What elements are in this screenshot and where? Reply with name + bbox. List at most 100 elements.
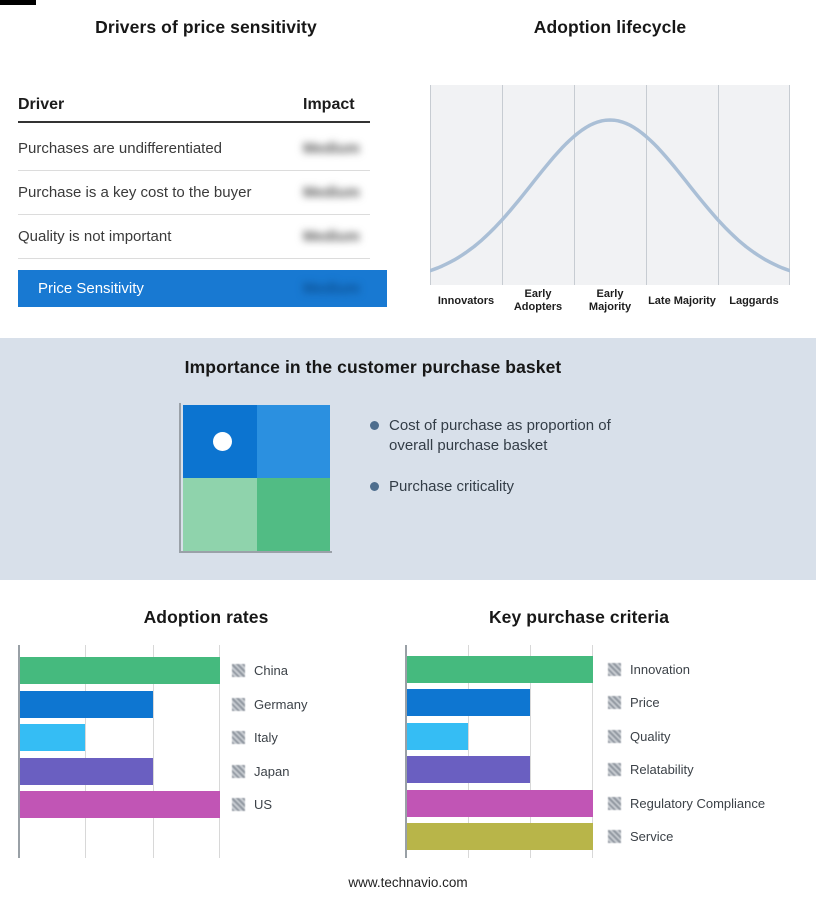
quadrant-cell-bottom-left — [183, 478, 257, 551]
bullet-item: Purchase criticality — [370, 477, 638, 497]
key-purchase-criteria-title: Key purchase criteria — [488, 607, 670, 627]
gridline — [430, 85, 431, 285]
legend-item-us: US — [232, 797, 272, 813]
driver-cell: Purchases are undifferentiated — [18, 140, 223, 157]
column-header-impact: Impact — [303, 96, 355, 113]
bar-italy — [20, 724, 85, 751]
gridline — [718, 85, 719, 285]
bar-germany — [20, 690, 153, 718]
legend-item-quality: Quality — [608, 728, 670, 744]
adoption-rates-legend: China Germany Italy Japan US — [232, 645, 397, 858]
adoption-rates-title: Adoption rates — [143, 607, 269, 627]
driver-cell: Purchase is a key cost to the buyer — [18, 184, 252, 201]
quadrant-position-marker — [213, 432, 232, 451]
table-row: Purchase is a key cost to the buyer Mediu… — [18, 171, 370, 215]
table-row: Quality is not important Medium — [18, 215, 370, 259]
legend-item-regulatory-compliance: Regulatory Compliance — [608, 795, 765, 811]
bar-price — [407, 689, 530, 717]
summary-impact-value-redacted: Medium — [303, 280, 360, 297]
driver-cell: Quality is not important — [18, 228, 172, 245]
legend-label: Quality — [630, 728, 671, 744]
legend-label: Price — [630, 695, 660, 711]
legend-swatch-redacted — [608, 696, 621, 710]
quadrant-x-axis — [179, 551, 332, 553]
stage-label-early-adopters: Early Adopters — [513, 288, 563, 313]
lifecycle-chart-panel — [430, 85, 790, 285]
gridline — [530, 645, 531, 858]
website-footer: www.technavio.com — [348, 875, 468, 890]
bar-innovation — [407, 656, 593, 683]
legend-label: Service — [630, 829, 674, 844]
legend-swatch-redacted — [232, 664, 245, 677]
impact-value-redacted: Medium — [303, 184, 360, 201]
legend-item-relatability: Relatability — [608, 762, 694, 778]
table-header-rule — [18, 121, 370, 123]
gridline — [574, 85, 575, 285]
bullet-icon — [370, 481, 379, 491]
table-row: Purchases are undifferentiated Medium — [18, 127, 370, 171]
key-purchase-criteria-chart — [405, 645, 593, 858]
legend-item-price: Price — [608, 695, 660, 711]
purchase-basket-quadrant — [183, 405, 330, 551]
legend-swatch-redacted — [608, 663, 621, 676]
gridline — [85, 645, 86, 858]
impact-value-redacted: Medium — [303, 228, 360, 245]
legend-swatch-redacted — [608, 763, 621, 777]
gridline — [789, 85, 790, 285]
summary-label: Price Sensitivity — [38, 280, 144, 297]
legend-label: US — [254, 797, 273, 812]
column-header-driver: Driver — [18, 96, 65, 113]
legend-label: Italy — [254, 730, 278, 745]
legend-label: Relatability — [630, 762, 694, 778]
bar-us — [20, 791, 220, 818]
legend-swatch-redacted — [608, 729, 621, 743]
basket-section-background — [0, 338, 816, 580]
legend-swatch-redacted — [232, 764, 245, 778]
corner-mark — [0, 0, 36, 5]
drivers-table-body: Purchases are undifferentiated Medium Purc… — [18, 127, 370, 259]
bell-curve — [430, 118, 790, 273]
stage-label-late-majority: Late Majority — [648, 294, 716, 307]
price-sensitivity-summary-row: Price Sensitivity Medium — [18, 270, 387, 307]
basket-section-title: Importance in the customer purchase bask… — [184, 357, 562, 377]
quadrant-y-axis — [179, 403, 181, 553]
gridline — [153, 645, 154, 858]
y-axis-line — [18, 645, 20, 858]
gridline — [592, 645, 593, 858]
bar-quality — [407, 722, 468, 750]
legend-item-italy: Italy — [232, 730, 278, 746]
quadrant-cell-bottom-right — [256, 478, 330, 551]
bar-service — [407, 823, 593, 850]
legend-label: Regulatory Compliance — [630, 795, 766, 811]
legend-item-china: China — [232, 663, 288, 679]
bullet-text: Purchase criticality — [389, 477, 515, 495]
quadrant-cell-top-right — [256, 405, 330, 478]
legend-label: Japan — [254, 763, 290, 779]
stage-label-laggards: Laggards — [729, 294, 779, 307]
bar-china — [20, 657, 220, 684]
bullet-item: Cost of purchase as proportion of overal… — [370, 416, 638, 456]
gridline — [502, 85, 503, 285]
bar-japan — [20, 757, 153, 785]
legend-item-japan: Japan — [232, 763, 289, 779]
legend-label: China — [254, 663, 288, 678]
legend-label: Innovation — [630, 662, 690, 677]
legend-swatch-redacted — [232, 697, 245, 711]
lifecycle-panel-title: Adoption lifecycle — [533, 17, 687, 37]
legend-item-service: Service — [608, 829, 673, 845]
basket-bullet-list: Cost of purchase as proportion of overal… — [370, 416, 638, 517]
bullet-text: Cost of purchase as proportion of overal… — [389, 417, 611, 454]
legend-item-innovation: Innovation — [608, 662, 690, 678]
legend-swatch-redacted — [232, 798, 245, 811]
gridline — [646, 85, 647, 285]
stage-label-innovators: Innovators — [437, 294, 495, 307]
drivers-panel-title: Drivers of price sensitivity — [95, 17, 317, 37]
y-axis-line — [405, 645, 407, 858]
bar-relatability — [407, 756, 530, 784]
bar-regulatory-compliance — [407, 789, 593, 817]
legend-swatch-redacted — [608, 830, 621, 843]
stage-label-early-majority: Early Majority — [588, 288, 632, 313]
legend-label: Germany — [254, 696, 308, 712]
adoption-rates-chart — [18, 645, 220, 858]
